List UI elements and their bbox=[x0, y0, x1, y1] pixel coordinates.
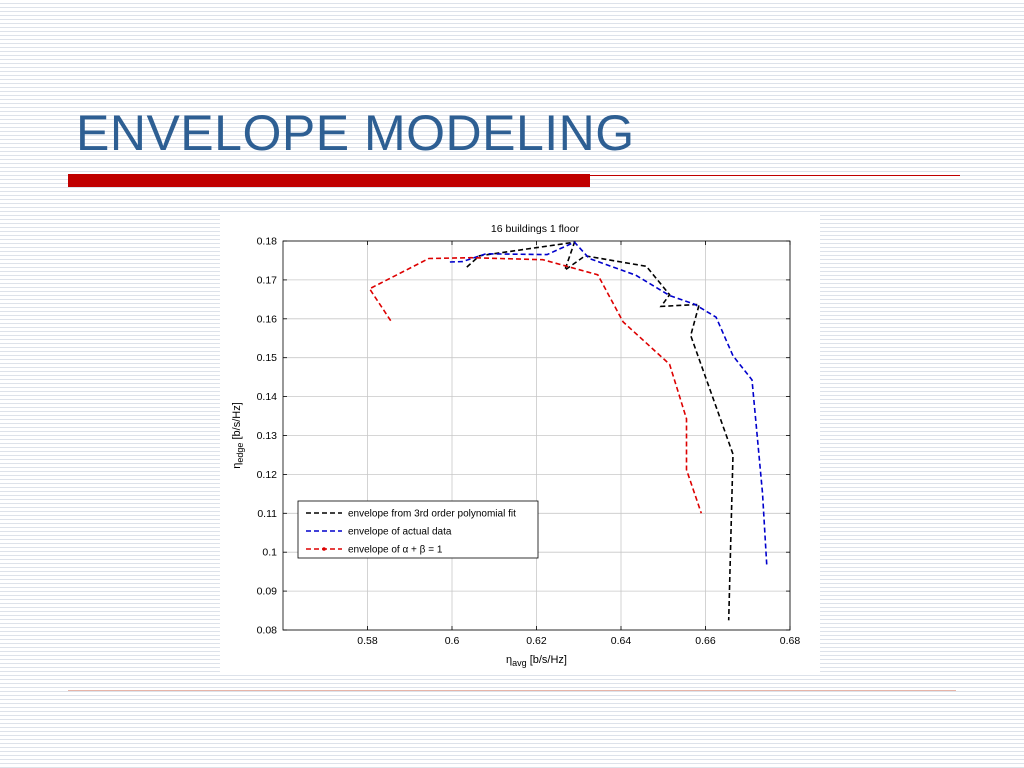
series-layer bbox=[368, 241, 768, 621]
y-tick-label: 0.18 bbox=[257, 236, 278, 248]
x-axis-label: ηavg [b/s/Hz] bbox=[506, 654, 567, 668]
legend-label-1: envelope from 3rd order polynomial fit bbox=[348, 509, 516, 520]
legend: envelope from 3rd order polynomial fit en… bbox=[297, 500, 539, 559]
y-axis-label: ηedge [b/s/Hz] bbox=[231, 402, 245, 469]
y-tick-label: 0.09 bbox=[257, 586, 278, 598]
x-tick-label: 0.64 bbox=[611, 635, 632, 647]
legend-label-2: envelope of actual data bbox=[348, 527, 452, 538]
legend-marker bbox=[322, 547, 326, 551]
series-line-3 bbox=[368, 256, 703, 514]
x-tick-label: 0.58 bbox=[357, 635, 378, 647]
series-line-2 bbox=[449, 241, 768, 566]
footer-divider bbox=[68, 690, 956, 691]
y-tick-label: 0.11 bbox=[257, 508, 277, 520]
y-tick-label: 0.15 bbox=[257, 352, 278, 364]
slide-title: ENVELOPE MODELING bbox=[76, 105, 635, 161]
legend-label-3: envelope of α + β = 1 bbox=[348, 545, 443, 556]
x-tick-label: 0.6 bbox=[445, 635, 460, 647]
axis-labels: ηavg [b/s/Hz] ηedge [b/s/Hz] bbox=[231, 402, 567, 668]
y-tick-label: 0.14 bbox=[257, 391, 278, 403]
chart-background bbox=[220, 212, 820, 674]
y-tick-label: 0.12 bbox=[257, 469, 278, 481]
y-tick-label: 0.1 bbox=[262, 547, 277, 559]
y-tick-label: 0.08 bbox=[257, 625, 278, 637]
x-tick-label: 0.66 bbox=[695, 635, 716, 647]
y-tick-label: 0.17 bbox=[257, 274, 278, 286]
x-tick-label: 0.62 bbox=[526, 635, 547, 647]
axes: 0.58 0.6 0.62 0.64 0.66 0.68 0.08 0.09 0.1 0.11 0.… bbox=[257, 236, 801, 648]
series-line-1 bbox=[466, 241, 734, 621]
x-tick-label: 0.68 bbox=[780, 635, 801, 647]
title-accent-bar bbox=[68, 174, 590, 187]
title-accent-line bbox=[590, 175, 960, 176]
y-tick-label: 0.13 bbox=[257, 430, 278, 442]
y-tick-label: 0.16 bbox=[257, 313, 278, 325]
chart-title: 16 buildings 1 floor bbox=[491, 223, 580, 235]
envelope-chart: 16 buildings 1 floor 0.58 0.6 0.62 0.64 0.66… bbox=[220, 212, 820, 674]
